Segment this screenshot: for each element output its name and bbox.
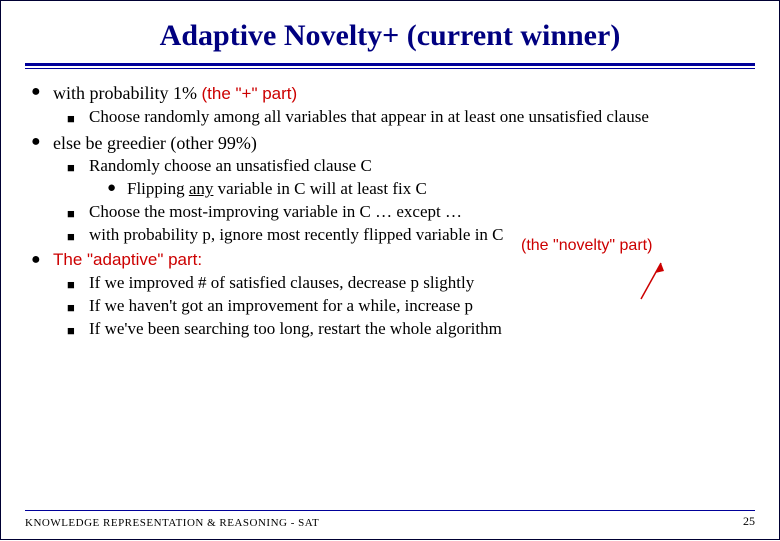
rule-thin: [25, 68, 755, 69]
bullet-square-icon: ■: [67, 272, 89, 295]
bullet-square-icon: ■: [67, 318, 89, 341]
bullet-dot-icon: ●: [31, 131, 53, 155]
slide-title: Adaptive Novelty+ (current winner): [25, 19, 755, 53]
bullet-2-2-text: Choose the most-improving variable in C …: [89, 201, 462, 224]
bullet-2-3-text: with probability p, ignore most recently…: [89, 224, 504, 247]
bullet-2-2: ■ Choose the most-improving variable in …: [67, 201, 755, 224]
bullet-1-1: ■ Choose randomly among all variables th…: [67, 106, 755, 129]
bullet-3-2: ■ If we haven't got an improvement for a…: [67, 295, 755, 318]
bullet-2-1: ■ Randomly choose an unsatisfied clause …: [67, 155, 755, 178]
bullet-2-1-1-post: variable in C will at least fix C: [213, 179, 426, 198]
bullet-1: ● with probability 1% (the "+" part): [31, 81, 755, 106]
bullet-square-icon: ■: [67, 106, 89, 129]
bullet-1-text: with probability 1% (the "+" part): [53, 81, 297, 106]
bullet-square-icon: ■: [67, 224, 89, 247]
bullet-3-3: ■ If we've been searching too long, rest…: [67, 318, 755, 341]
bullet-3-2-text: If we haven't got an improvement for a w…: [89, 295, 473, 318]
slide: Adaptive Novelty+ (current winner) ● wit…: [1, 1, 779, 539]
bullet-square-icon: ■: [67, 201, 89, 224]
slide-content: ● with probability 1% (the "+" part) ■ C…: [25, 81, 755, 341]
footer-text: KNOWLEDGE REPRESENTATION & REASONING - S…: [25, 517, 319, 529]
annotation-novelty: (the "novelty" part): [521, 237, 652, 255]
bullet-dot-icon: ●: [107, 178, 127, 201]
rule-thick: [25, 63, 755, 66]
bullet-square-icon: ■: [67, 155, 89, 178]
bullet-square-icon: ■: [67, 295, 89, 318]
bullet-dot-icon: ●: [31, 81, 53, 106]
bullet-3-1: ■ If we improved # of satisfied clauses,…: [67, 272, 755, 295]
bullet-3-red: The "adaptive" part:: [53, 249, 202, 272]
bullet-2-1-1-pre: Flipping: [127, 179, 189, 198]
bullet-2-1-1: ● Flipping any variable in C will at lea…: [107, 178, 755, 201]
bullet-2-text: else be greedier (other 99%): [53, 131, 257, 155]
bullet-dot-icon: ●: [31, 249, 53, 272]
bullet-3-1-text: If we improved # of satisfied clauses, d…: [89, 272, 474, 295]
footer: KNOWLEDGE REPRESENTATION & REASONING - S…: [25, 510, 755, 529]
bullet-1-1-text: Choose randomly among all variables that…: [89, 106, 649, 129]
bullet-2-1-1-text: Flipping any variable in C will at least…: [127, 178, 427, 201]
bullet-1-red: (the "+" part): [201, 84, 297, 103]
bullet-2-1-text: Randomly choose an unsatisfied clause C: [89, 155, 372, 178]
title-underline: [25, 63, 755, 71]
bullet-2: ● else be greedier (other 99%): [31, 131, 755, 155]
page-number: 25: [743, 514, 755, 529]
bullet-1-pre: with probability 1%: [53, 83, 201, 103]
bullet-3-3-text: If we've been searching too long, restar…: [89, 318, 502, 341]
bullet-2-1-1-underline: any: [189, 179, 214, 198]
